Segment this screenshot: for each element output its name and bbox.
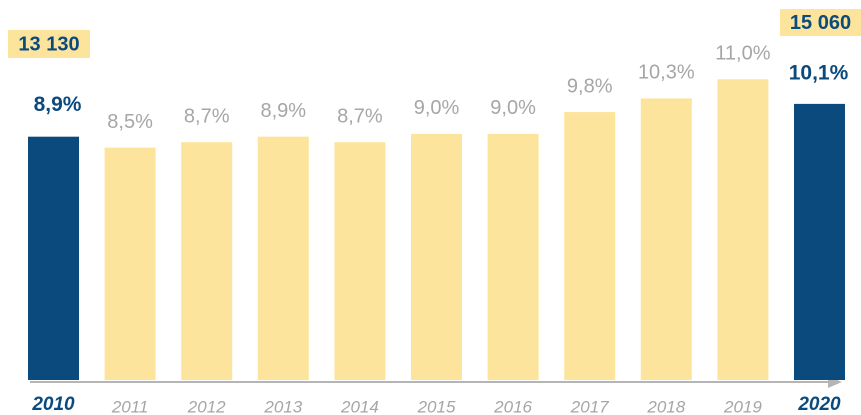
value-label: 10,3% [638,62,695,84]
x-tick-label: 2020 [797,394,841,415]
bar [564,112,616,380]
value-label: 8,9% [261,100,307,122]
value-label: 9,0% [490,97,536,119]
x-tick-label: 2011 [111,397,149,415]
x-tick-label: 2013 [263,397,302,415]
bar [717,79,769,380]
bar [181,142,233,380]
value-label: 9,8% [567,75,613,97]
annotation-highlight [780,9,861,36]
value-label: 9,0% [414,97,460,119]
x-tick-label: 2017 [570,397,609,415]
x-tick-label: 2019 [723,397,762,415]
bar [487,133,539,380]
x-tick-label: 2015 [417,397,456,415]
annotation: 15 060 [790,12,851,34]
bar [640,98,692,380]
value-label: 8,7% [337,105,383,127]
x-tick-label: 2016 [493,397,532,415]
bar [28,136,79,380]
x-tick-label: 2012 [187,397,226,415]
value-label: 11,0% [715,43,770,65]
bar [794,103,845,381]
value-label: 8,9% [34,93,82,116]
x-tick-label: 2014 [340,397,379,415]
bar [334,142,386,380]
bar [411,133,462,380]
annotation-highlight [8,30,90,58]
value-label: 8,5% [107,111,153,133]
value-label: 10,1% [789,61,849,84]
x-tick-label: 2018 [646,397,685,415]
x-tick-label: 2010 [31,394,75,415]
bar [104,147,156,380]
value-label: 8,7% [184,105,230,127]
annotation: 13 130 [18,33,79,55]
bar [257,136,309,380]
